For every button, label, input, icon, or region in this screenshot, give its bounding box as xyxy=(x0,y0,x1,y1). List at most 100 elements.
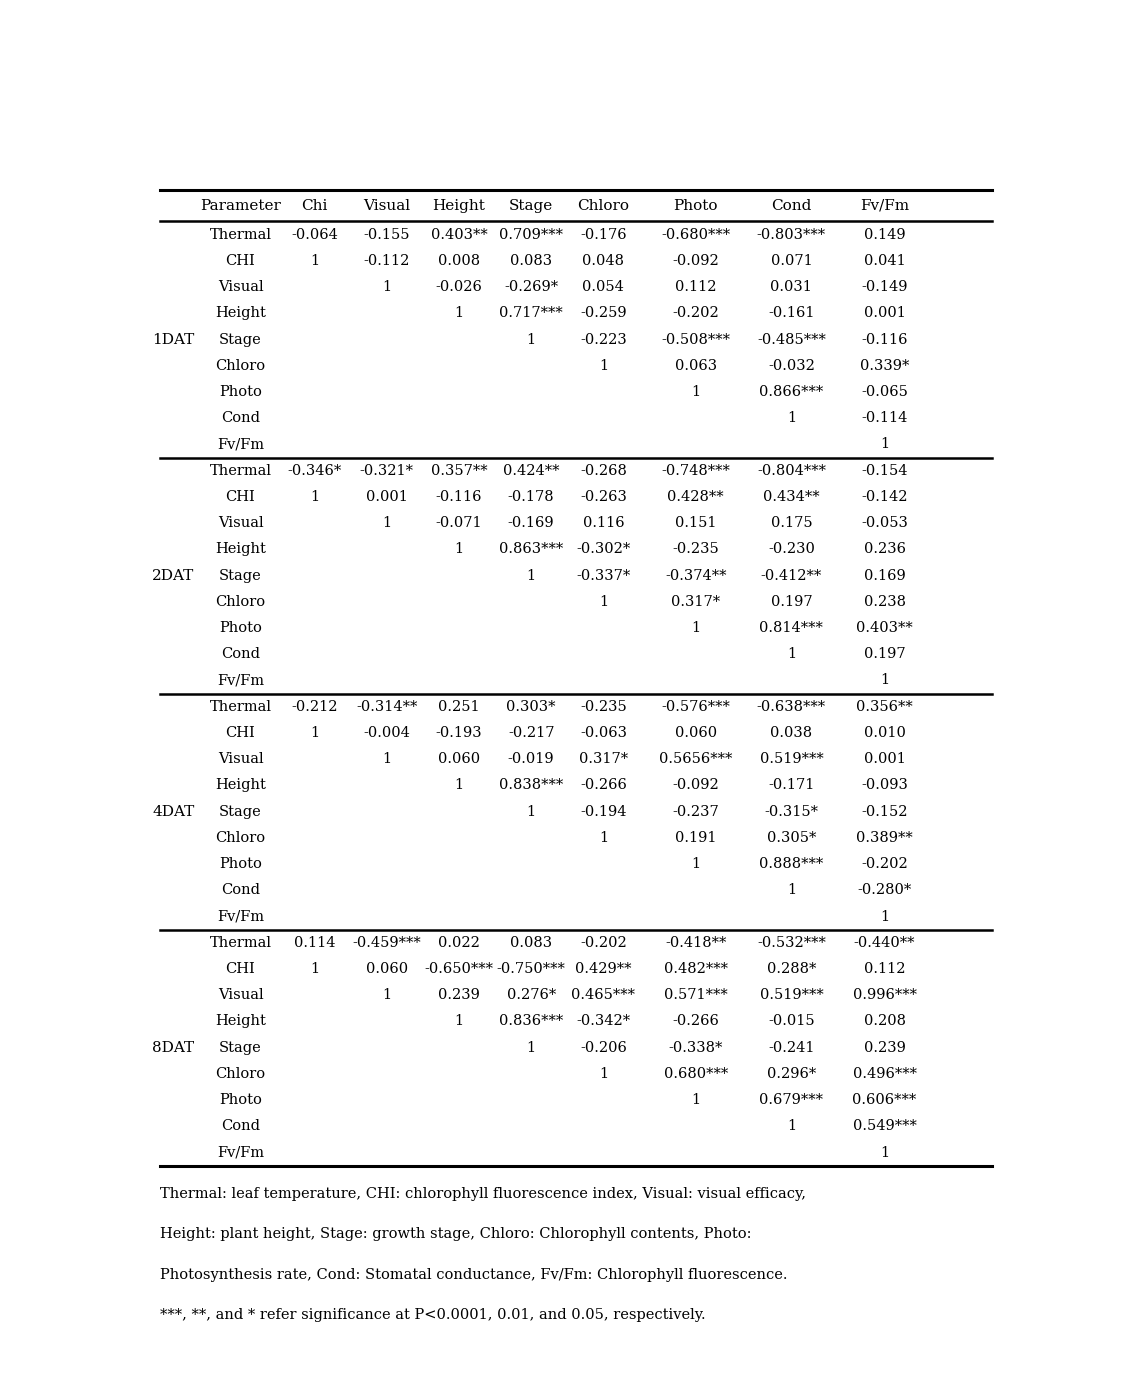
Text: -0.485***: -0.485*** xyxy=(757,332,825,346)
Text: 0.317*: 0.317* xyxy=(672,595,720,609)
Text: -0.235: -0.235 xyxy=(673,543,719,556)
Text: 0.571***: 0.571*** xyxy=(664,988,728,1002)
Text: Stage: Stage xyxy=(219,804,262,818)
Text: -0.053: -0.053 xyxy=(861,516,907,530)
Text: 1: 1 xyxy=(455,543,464,556)
Text: -0.154: -0.154 xyxy=(861,464,907,477)
Text: 1: 1 xyxy=(527,332,536,346)
Text: Height: Height xyxy=(432,198,485,213)
Text: 0.060: 0.060 xyxy=(366,962,408,976)
Text: 0.519***: 0.519*** xyxy=(759,752,823,767)
Text: -0.374**: -0.374** xyxy=(665,569,727,583)
Text: -0.149: -0.149 xyxy=(861,280,907,293)
Text: Cond: Cond xyxy=(772,198,812,213)
Text: -0.268: -0.268 xyxy=(579,464,627,477)
Text: 1: 1 xyxy=(787,411,796,425)
Text: -0.235: -0.235 xyxy=(579,700,627,714)
Text: -0.202: -0.202 xyxy=(861,857,907,871)
Text: 0.429**: 0.429** xyxy=(575,962,631,976)
Text: -0.750***: -0.750*** xyxy=(496,962,566,976)
Text: 0.149: 0.149 xyxy=(864,227,905,242)
Text: Cond: Cond xyxy=(221,411,259,425)
Text: -0.269*: -0.269* xyxy=(504,280,558,293)
Text: -0.004: -0.004 xyxy=(363,727,410,740)
Text: -0.092: -0.092 xyxy=(673,778,719,793)
Text: Visual: Visual xyxy=(218,280,263,293)
Text: 0.549***: 0.549*** xyxy=(852,1120,916,1133)
Text: 1: 1 xyxy=(599,1067,608,1081)
Text: 0.031: 0.031 xyxy=(770,280,812,293)
Text: 1: 1 xyxy=(382,752,391,767)
Text: 2DAT: 2DAT xyxy=(153,569,194,583)
Text: 0.071: 0.071 xyxy=(770,253,812,268)
Text: -0.532***: -0.532*** xyxy=(757,936,825,949)
Text: 0.888***: 0.888*** xyxy=(759,857,823,871)
Text: -0.092: -0.092 xyxy=(673,253,719,268)
Text: 0.060: 0.060 xyxy=(675,727,716,740)
Text: 4DAT: 4DAT xyxy=(153,804,194,818)
Text: Cond: Cond xyxy=(221,648,259,662)
Text: -0.206: -0.206 xyxy=(579,1041,627,1055)
Text: Height: Height xyxy=(214,778,266,793)
Text: -0.202: -0.202 xyxy=(673,306,719,320)
Text: -0.116: -0.116 xyxy=(436,490,482,504)
Text: -0.063: -0.063 xyxy=(579,727,627,740)
Text: -0.342*: -0.342* xyxy=(576,1014,630,1028)
Text: 1: 1 xyxy=(527,569,536,583)
Text: 0.403**: 0.403** xyxy=(430,227,487,242)
Text: Fv/Fm: Fv/Fm xyxy=(860,198,909,213)
Text: 1: 1 xyxy=(310,253,319,268)
Text: 0.238: 0.238 xyxy=(864,595,905,609)
Text: -0.155: -0.155 xyxy=(364,227,410,242)
Text: Cond: Cond xyxy=(221,883,259,897)
Text: 0.112: 0.112 xyxy=(675,280,716,293)
Text: -0.093: -0.093 xyxy=(861,778,907,793)
Text: Fv/Fm: Fv/Fm xyxy=(217,1146,264,1160)
Text: -0.459***: -0.459*** xyxy=(353,936,421,949)
Text: Height: Height xyxy=(214,543,266,556)
Text: 1: 1 xyxy=(382,988,391,1002)
Text: 1: 1 xyxy=(787,1120,796,1133)
Text: 0.5656***: 0.5656*** xyxy=(659,752,732,767)
Text: Photo: Photo xyxy=(219,385,262,399)
Text: 0.428**: 0.428** xyxy=(667,490,724,504)
Text: -0.230: -0.230 xyxy=(768,543,815,556)
Text: CHI: CHI xyxy=(226,962,255,976)
Text: 0.305*: 0.305* xyxy=(767,830,816,844)
Text: -0.266: -0.266 xyxy=(673,1014,719,1028)
Text: 0.038: 0.038 xyxy=(770,727,812,740)
Text: -0.026: -0.026 xyxy=(436,280,483,293)
Text: 1DAT: 1DAT xyxy=(153,332,194,346)
Text: 0.814***: 0.814*** xyxy=(759,621,823,635)
Text: 0.251: 0.251 xyxy=(438,700,480,714)
Text: Cond: Cond xyxy=(221,1120,259,1133)
Text: -0.114: -0.114 xyxy=(861,411,907,425)
Text: Stage: Stage xyxy=(219,332,262,346)
Text: 0.001: 0.001 xyxy=(864,306,905,320)
Text: 1: 1 xyxy=(691,621,701,635)
Text: -0.142: -0.142 xyxy=(861,490,907,504)
Text: 1: 1 xyxy=(691,1093,701,1107)
Text: -0.302*: -0.302* xyxy=(576,543,630,556)
Text: 0.001: 0.001 xyxy=(366,490,408,504)
Text: 1: 1 xyxy=(880,909,889,923)
Text: -0.116: -0.116 xyxy=(861,332,907,346)
Text: 0.083: 0.083 xyxy=(510,936,553,949)
Text: Thermal: Thermal xyxy=(210,700,272,714)
Text: -0.176: -0.176 xyxy=(581,227,627,242)
Text: Stage: Stage xyxy=(219,569,262,583)
Text: Visual: Visual xyxy=(218,752,263,767)
Text: 0.041: 0.041 xyxy=(864,253,905,268)
Text: 1: 1 xyxy=(310,962,319,976)
Text: 0.169: 0.169 xyxy=(864,569,905,583)
Text: 0.048: 0.048 xyxy=(583,253,624,268)
Text: 1: 1 xyxy=(310,727,319,740)
Text: 0.482***: 0.482*** xyxy=(664,962,728,976)
Text: -0.217: -0.217 xyxy=(508,727,555,740)
Text: -0.259: -0.259 xyxy=(581,306,627,320)
Text: 0.717***: 0.717*** xyxy=(500,306,563,320)
Text: -0.314**: -0.314** xyxy=(356,700,418,714)
Text: -0.237: -0.237 xyxy=(673,804,719,818)
Text: -0.315*: -0.315* xyxy=(765,804,819,818)
Text: -0.337*: -0.337* xyxy=(576,569,630,583)
